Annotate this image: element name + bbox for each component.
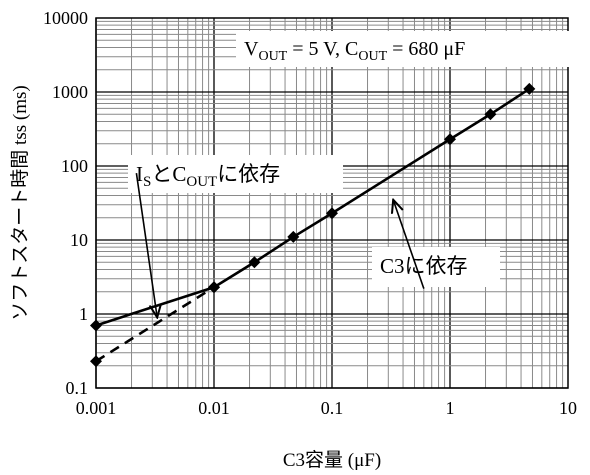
y-tick-label: 100 — [61, 156, 88, 176]
series — [90, 82, 536, 368]
annotation-is: ISとCOUTに依存 — [128, 155, 343, 317]
y-tick-label: 10 — [70, 230, 88, 250]
x-axis: 0.001 0.01 0.1 1 10 — [76, 398, 577, 418]
cond-c: C — [345, 38, 358, 60]
series-line-1 — [95, 87, 531, 327]
data-point — [326, 207, 338, 220]
y-axis: 0.1 1 10 100 1000 10000 — [43, 8, 88, 398]
condition-label: VOUT = 5 V, COUT = 680 μF — [236, 31, 570, 67]
annotation-part: S — [143, 174, 151, 190]
annotation-part: と — [151, 162, 172, 186]
y-tick-label: 1 — [79, 304, 88, 324]
data-point — [248, 256, 261, 269]
y-tick-label: 10000 — [43, 8, 88, 28]
cond-v-rest: = 5 V, — [287, 38, 345, 60]
x-axis-title: C3容量 (μF) — [283, 449, 381, 471]
y-tick-label: 0.1 — [66, 378, 89, 398]
data-point — [208, 281, 220, 294]
grid — [95, 18, 568, 389]
data-point — [444, 133, 456, 146]
annotation-bg — [128, 155, 343, 193]
cond-c-sub: OUT — [358, 49, 387, 64]
data-point — [90, 319, 102, 332]
annotation-text: C3に依存 — [380, 254, 468, 278]
data-point — [287, 230, 300, 243]
annotation-c3: C3に依存 — [372, 200, 500, 289]
annotation-text: ISとCOUTに依存 — [136, 162, 280, 190]
cond-v: V — [244, 38, 259, 60]
x-tick-label: 1 — [446, 398, 455, 418]
data-point — [484, 108, 497, 121]
cond-c-rest: = 680 μF — [387, 38, 465, 60]
annotation-part: C3に依存 — [380, 254, 468, 278]
svg-text:VOUT = 5 V, COUT = 680 μF: VOUT = 5 V, COUT = 680 μF — [244, 38, 465, 64]
series-line-2 — [95, 286, 215, 363]
plot-area — [95, 17, 569, 389]
annotation-part: C — [172, 162, 186, 186]
annotation-part: に依存 — [217, 162, 280, 186]
y-tick-label: 1000 — [52, 82, 88, 102]
x-tick-label: 10 — [559, 398, 577, 418]
x-tick-label: 0.1 — [321, 398, 344, 418]
x-tick-label: 0.01 — [198, 398, 230, 418]
cond-v-sub: OUT — [258, 49, 287, 64]
annotations: ISとCOUTに依存 C3に依存 — [128, 155, 500, 317]
annotation-arrow — [393, 200, 425, 289]
annotation-bg — [372, 247, 500, 287]
x-tick-label: 0.001 — [76, 398, 117, 418]
data-point — [523, 82, 536, 95]
annotation-part: OUT — [186, 174, 217, 190]
y-axis-title: ソフトスタート時間 tss (ms) — [9, 85, 31, 320]
annotation-arrow — [135, 173, 157, 317]
data-point — [90, 355, 102, 368]
annotation-part: I — [136, 162, 143, 186]
